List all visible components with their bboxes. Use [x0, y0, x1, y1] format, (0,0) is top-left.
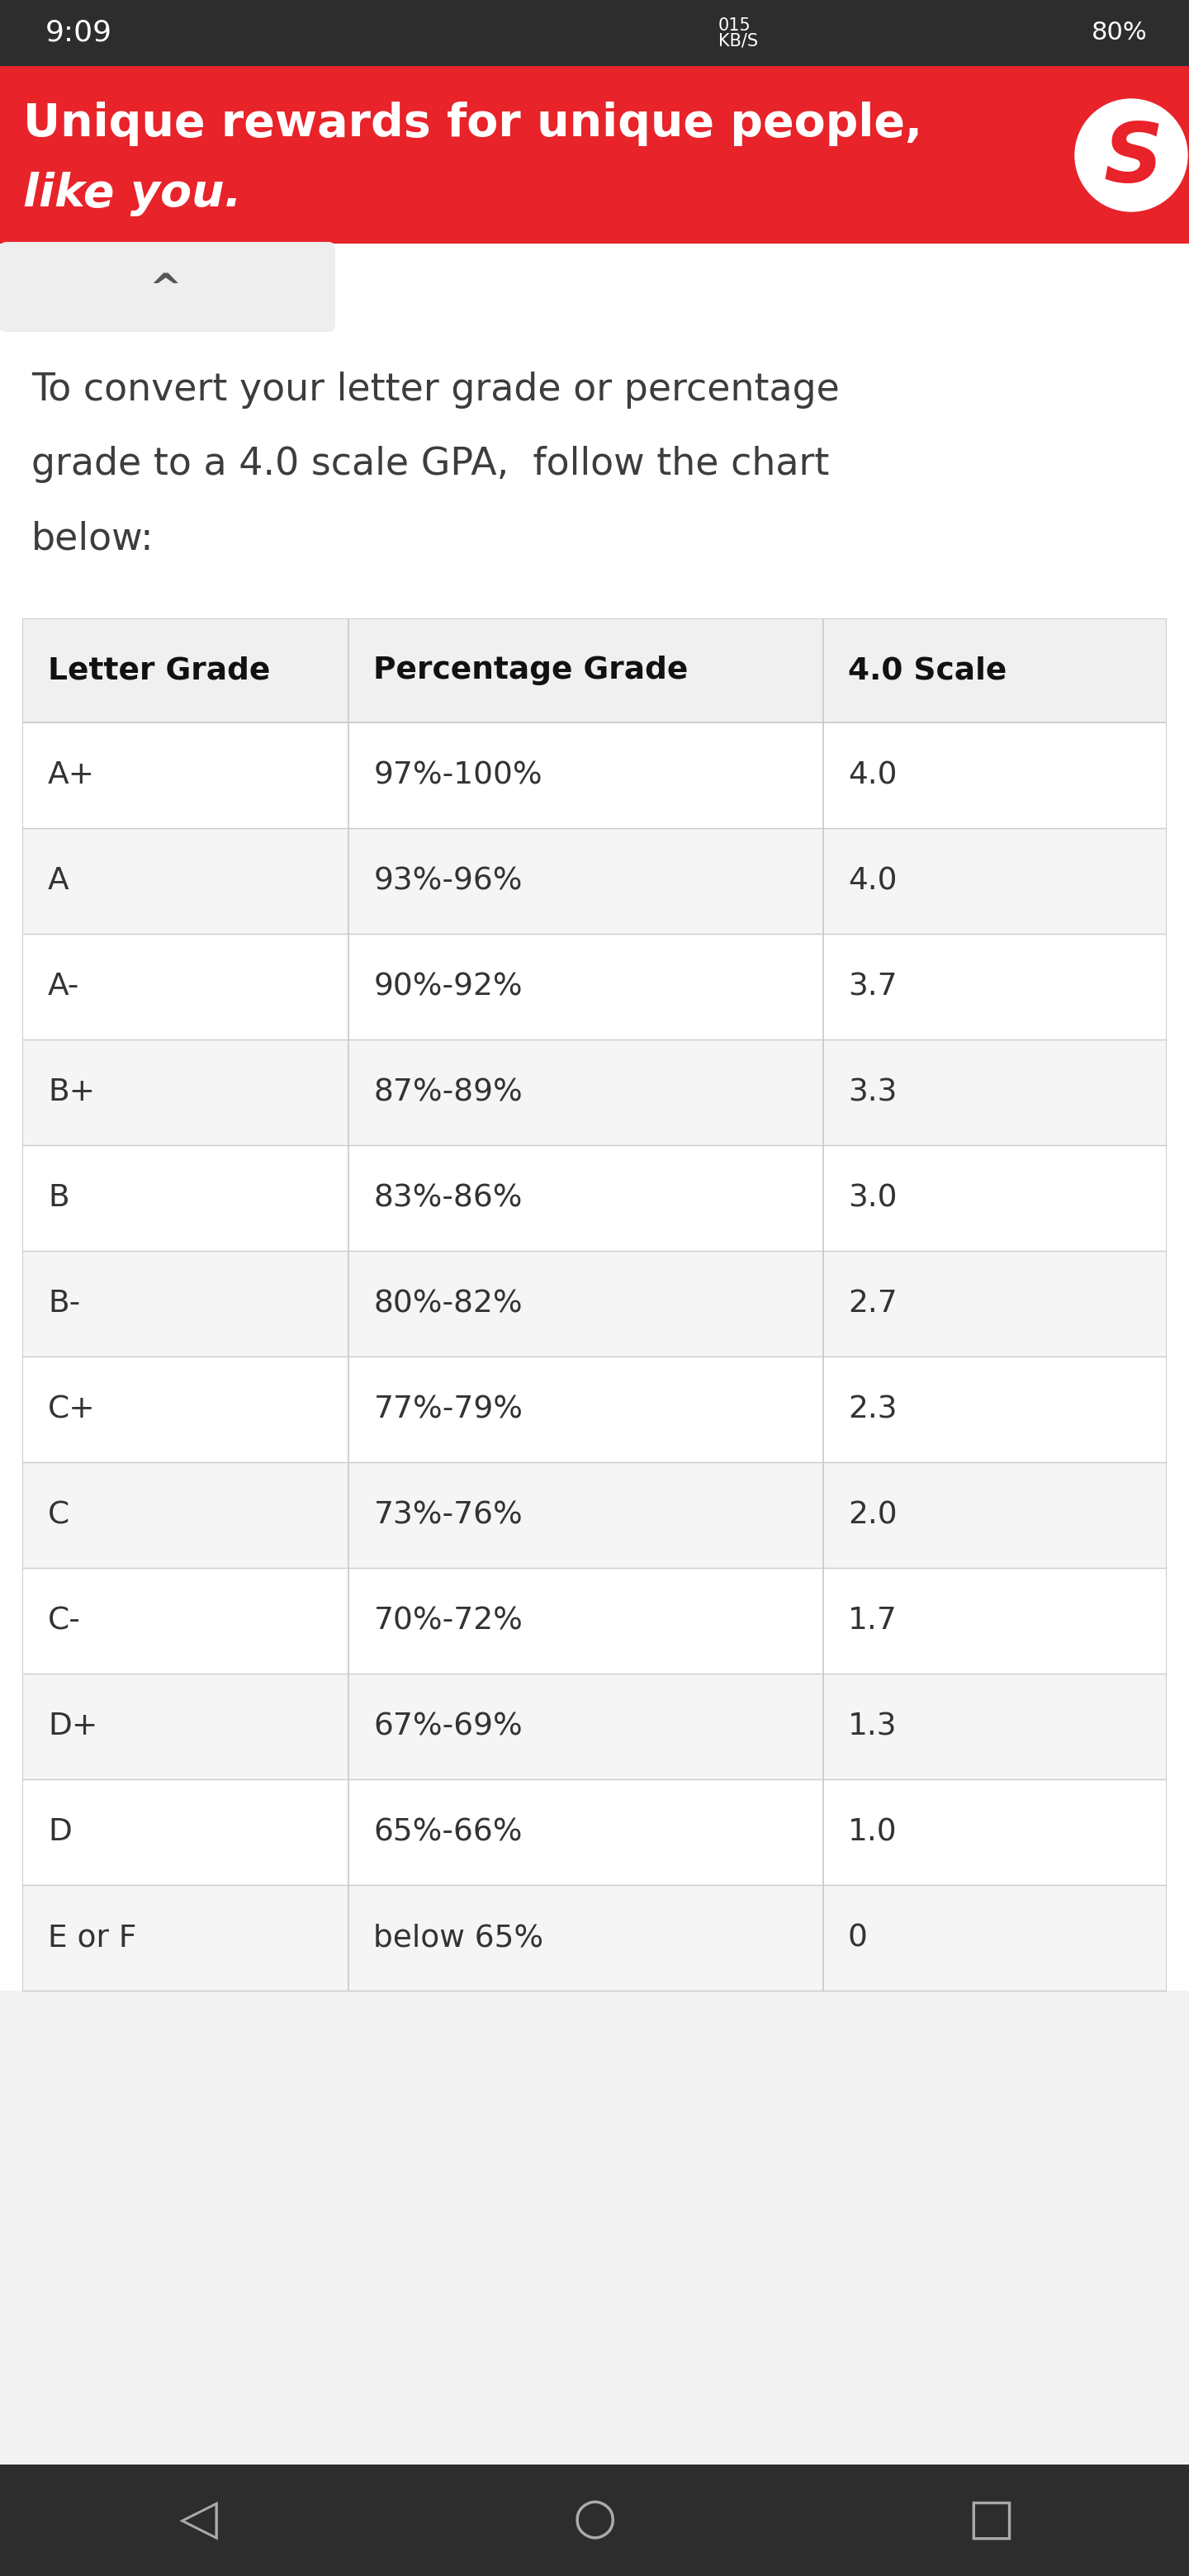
Text: 0: 0: [848, 1922, 868, 1953]
Text: 93%-96%: 93%-96%: [373, 866, 523, 896]
Text: 83%-86%: 83%-86%: [373, 1182, 523, 1213]
Bar: [23, 827, 1166, 935]
Bar: [23, 1358, 1166, 1463]
Text: like you.: like you.: [23, 173, 241, 216]
Text: C: C: [48, 1499, 70, 1530]
Text: 97%-100%: 97%-100%: [373, 760, 542, 791]
Text: ^: ^: [149, 270, 182, 309]
Text: 4.0: 4.0: [848, 760, 897, 791]
Bar: [23, 618, 1166, 721]
Text: A: A: [48, 866, 69, 896]
Text: A-: A-: [48, 971, 80, 1002]
Text: below:: below:: [31, 520, 155, 556]
Text: Percentage Grade: Percentage Grade: [373, 657, 688, 685]
Bar: [0, 0, 1189, 67]
Text: B: B: [48, 1182, 69, 1213]
Bar: [23, 1252, 1166, 1358]
Text: C-: C-: [48, 1605, 81, 1636]
Text: D+: D+: [48, 1710, 97, 1741]
Bar: [0, 2465, 1189, 2576]
Text: 65%-66%: 65%-66%: [373, 1816, 523, 1847]
Text: below 65%: below 65%: [373, 1922, 543, 1953]
Text: 4.0: 4.0: [848, 866, 897, 896]
Bar: [0, 67, 1189, 245]
Bar: [23, 721, 1166, 827]
Bar: [87, 245, 1189, 330]
Text: ○: ○: [572, 2496, 617, 2545]
Bar: [23, 1569, 1166, 1674]
Text: 73%-76%: 73%-76%: [373, 1499, 523, 1530]
Text: D: D: [48, 1816, 71, 1847]
Circle shape: [1075, 98, 1188, 211]
Text: 2.0: 2.0: [848, 1499, 897, 1530]
Bar: [23, 618, 1166, 1991]
Text: C+: C+: [48, 1394, 95, 1425]
Text: 90%-92%: 90%-92%: [373, 971, 523, 1002]
Text: 1.3: 1.3: [848, 1710, 897, 1741]
Bar: [0, 245, 1189, 330]
Text: 9:09: 9:09: [45, 18, 112, 46]
Bar: [23, 1674, 1166, 1780]
Bar: [23, 1886, 1166, 1991]
Bar: [23, 1463, 1166, 1569]
Text: 80%-82%: 80%-82%: [373, 1288, 523, 1319]
Text: 1.0: 1.0: [848, 1816, 897, 1847]
Text: 3.0: 3.0: [848, 1182, 897, 1213]
Text: 4.0 Scale: 4.0 Scale: [848, 657, 1007, 685]
FancyBboxPatch shape: [0, 242, 335, 332]
Text: B+: B+: [48, 1077, 95, 1108]
Bar: [23, 1780, 1166, 1886]
Text: To convert your letter grade or percentage: To convert your letter grade or percenta…: [31, 371, 839, 410]
Text: Letter Grade: Letter Grade: [48, 657, 270, 685]
Bar: [23, 1146, 1166, 1252]
Text: ◁: ◁: [178, 2496, 218, 2545]
Text: 015
KB/S: 015 KB/S: [718, 18, 759, 49]
Text: Unique rewards for unique people,: Unique rewards for unique people,: [23, 100, 923, 147]
Text: 3.3: 3.3: [848, 1077, 897, 1108]
Text: 2.3: 2.3: [848, 1394, 897, 1425]
Text: grade to a 4.0 scale GPA,  follow the chart: grade to a 4.0 scale GPA, follow the cha…: [31, 446, 829, 484]
Text: 87%-89%: 87%-89%: [373, 1077, 523, 1108]
Text: S: S: [1103, 121, 1163, 201]
Bar: [0, 1991, 1189, 2465]
Text: 70%-72%: 70%-72%: [373, 1605, 523, 1636]
Text: □: □: [967, 2496, 1014, 2545]
Text: 1.7: 1.7: [848, 1605, 898, 1636]
Text: 67%-69%: 67%-69%: [373, 1710, 523, 1741]
Text: 80%: 80%: [1092, 21, 1147, 44]
Text: 77%-79%: 77%-79%: [373, 1394, 523, 1425]
Bar: [23, 1041, 1166, 1146]
Text: B-: B-: [48, 1288, 81, 1319]
Text: 3.7: 3.7: [848, 971, 897, 1002]
Bar: [23, 935, 1166, 1041]
Text: 2.7: 2.7: [848, 1288, 898, 1319]
Text: E or F: E or F: [48, 1922, 137, 1953]
Text: A+: A+: [48, 760, 95, 791]
